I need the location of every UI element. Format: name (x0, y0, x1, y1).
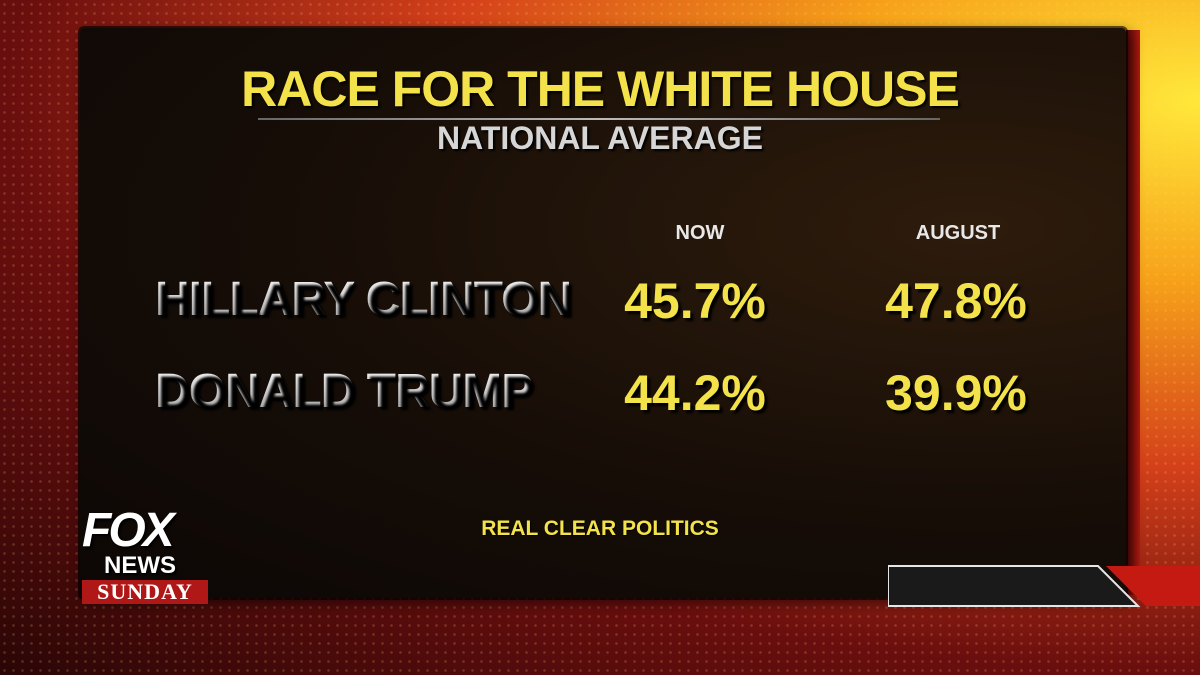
graphic-panel (80, 28, 1126, 598)
value-now: 44.2% (624, 365, 766, 421)
panel-edge-stripe (1126, 30, 1140, 595)
logo-news-text: NEWS (104, 552, 176, 579)
value-now: 45.7% (624, 273, 766, 329)
value-august: 47.8% (885, 273, 1027, 329)
logo-sunday-text: SUNDAY (82, 580, 208, 604)
lower-third-bar (888, 565, 1200, 607)
graphic-title: RACE FOR THE WHITE HOUSE (241, 61, 960, 117)
source-credit: REAL CLEAR POLITICS (481, 517, 719, 540)
fox-news-sunday-logo: FOX NEWS SUNDAY (82, 504, 208, 604)
column-header-now: NOW (675, 222, 725, 244)
value-august: 39.9% (885, 365, 1027, 421)
candidate-name: DONALD TRUMP (155, 365, 533, 418)
logo-fox-text: FOX (82, 504, 175, 557)
candidate-name: HILLARY CLINTON (155, 273, 572, 326)
column-header-august: AUGUST (915, 222, 1001, 244)
graphic-subtitle: NATIONAL AVERAGE (437, 120, 763, 156)
title-divider (258, 118, 940, 120)
